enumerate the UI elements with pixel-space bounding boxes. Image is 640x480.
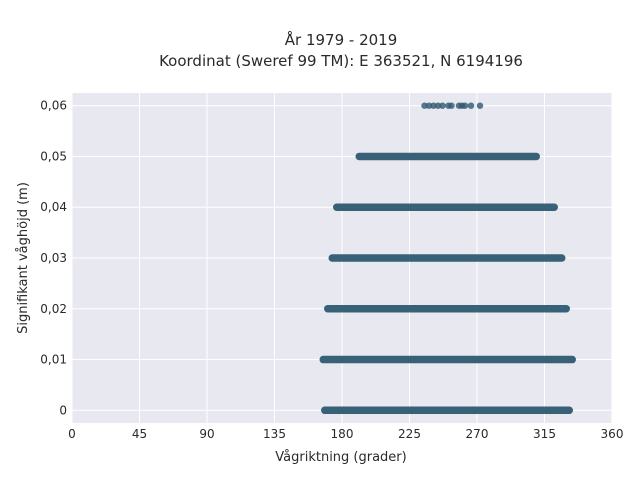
- data-point: [476, 102, 484, 109]
- x-tick-label: 270: [466, 427, 489, 441]
- x-tick-label: 45: [132, 427, 147, 441]
- data-point-band: [333, 203, 558, 211]
- data-point-band: [321, 406, 573, 415]
- x-tick-label: 90: [199, 427, 214, 441]
- x-tick-label: 225: [398, 427, 421, 441]
- y-tick-label: 0: [59, 403, 67, 417]
- y-tick-label: 0,05: [40, 149, 67, 163]
- data-point-band: [328, 254, 566, 262]
- data-point: [461, 102, 469, 109]
- data-point: [421, 102, 428, 109]
- x-tick-label: 0: [68, 427, 76, 441]
- chart-title-line-2: Koordinat (Sweref 99 TM): E 363521, N 61…: [159, 52, 523, 70]
- chart-title-line-1: År 1979 - 2019: [285, 30, 398, 49]
- x-tick-label: 315: [533, 427, 556, 441]
- y-tick-label: 0,02: [40, 302, 67, 316]
- y-axis-ticks: 0 0,01 0,02 0,03 0,04 0,05 0,06: [40, 99, 67, 418]
- data-point-band: [319, 355, 576, 364]
- data-point: [448, 102, 455, 109]
- x-tick-label: 135: [263, 427, 286, 441]
- y-tick-label: 0,01: [40, 353, 67, 367]
- data-point: [467, 102, 475, 109]
- data-point: [430, 102, 437, 109]
- y-tick-label: 0,06: [40, 99, 67, 113]
- y-axis-label: Signifikant våghöjd (m): [16, 182, 31, 334]
- data-point-band: [324, 305, 570, 313]
- x-tick-label: 180: [331, 427, 354, 441]
- data-point: [439, 102, 446, 109]
- x-tick-label: 360: [601, 427, 624, 441]
- x-axis-label: Vågriktning (grader): [275, 450, 406, 465]
- data-points: [319, 102, 576, 415]
- data-point: [425, 102, 433, 109]
- data-point-band: [355, 152, 540, 161]
- data-point: [434, 102, 442, 109]
- y-tick-label: 0,04: [40, 200, 67, 214]
- x-axis-ticks: 0 45 90 135 180 225 270 315 360: [68, 427, 623, 441]
- y-tick-label: 0,03: [40, 251, 67, 265]
